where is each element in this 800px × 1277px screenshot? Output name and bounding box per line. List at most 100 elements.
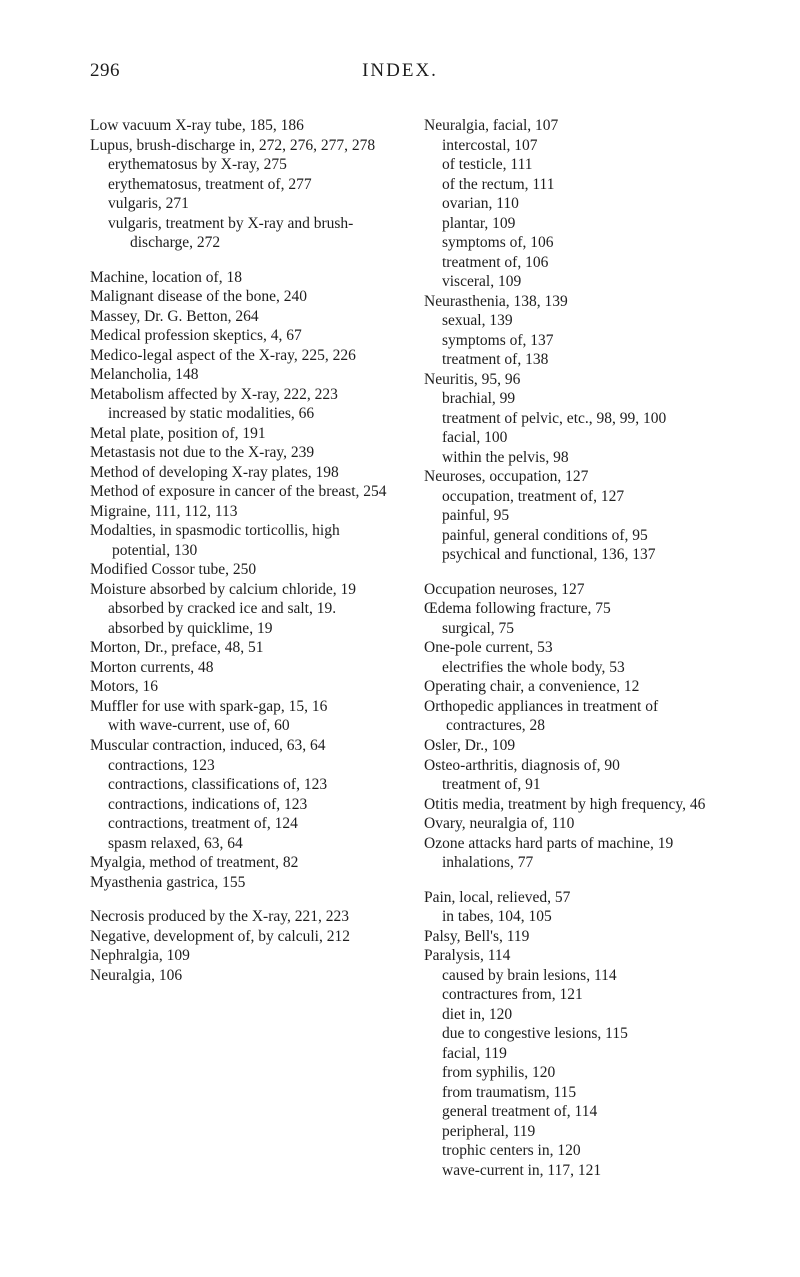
index-subentry: due to congestive lesions, 115 <box>424 1024 730 1044</box>
index-subentry: vulgaris, 271 <box>90 194 396 214</box>
index-subentry: with wave-current, use of, 60 <box>90 716 396 736</box>
index-subentry: contractions, 123 <box>90 756 396 776</box>
right-column: Neuralgia, facial, 107intercostal, 107of… <box>424 116 730 1180</box>
index-subentry: absorbed by cracked ice and salt, 19. <box>90 599 396 619</box>
index-subentry: treatment of, 106 <box>424 253 730 273</box>
index-entry: Necrosis produced by the X-ray, 221, 223 <box>90 907 396 927</box>
index-subentry: facial, 119 <box>424 1044 730 1064</box>
index-entry: Ozone attacks hard parts of machine, 19 <box>424 834 730 854</box>
index-entry: Osler, Dr., 109 <box>424 736 730 756</box>
running-head: INDEX. <box>362 60 438 82</box>
index-subentry: of the rectum, 111 <box>424 175 730 195</box>
index-entry: Lupus, brush-discharge in, 272, 276, 277… <box>90 136 396 156</box>
index-entry: Muffler for use with spark-gap, 15, 16 <box>90 697 396 717</box>
index-subentry: treatment of, 91 <box>424 775 730 795</box>
index-entry: Muscular contraction, induced, 63, 64 <box>90 736 396 756</box>
index-subentry: symptoms of, 137 <box>424 331 730 351</box>
index-subentry: wave-current in, 117, 121 <box>424 1161 730 1181</box>
index-subentry: plantar, 109 <box>424 214 730 234</box>
index-subentry: in tabes, 104, 105 <box>424 907 730 927</box>
index-entry: Neurasthenia, 138, 139 <box>424 292 730 312</box>
index-entry: Medico-legal aspect of the X-ray, 225, 2… <box>90 346 396 366</box>
index-entry: Myalgia, method of treatment, 82 <box>90 853 396 873</box>
index-entry: Morton currents, 48 <box>90 658 396 678</box>
index-subentry: inhalations, 77 <box>424 853 730 873</box>
index-entry: Myasthenia gastrica, 155 <box>90 873 396 893</box>
index-subentry: absorbed by quicklime, 19 <box>90 619 396 639</box>
index-subentry: from traumatism, 115 <box>424 1083 730 1103</box>
index-entry: Otitis media, treatment by high frequenc… <box>424 795 730 815</box>
index-entry: Neuralgia, 106 <box>90 966 396 986</box>
index-subentry: trophic centers in, 120 <box>424 1141 730 1161</box>
section-gap <box>90 253 396 268</box>
index-subentry: intercostal, 107 <box>424 136 730 156</box>
index-subentry: contractions, classifications of, 123 <box>90 775 396 795</box>
index-entry: Neuroses, occupation, 127 <box>424 467 730 487</box>
page-number: 296 <box>90 60 120 82</box>
index-subentry: erythematosus by X-ray, 275 <box>90 155 396 175</box>
index-subentry: contractions, indications of, 123 <box>90 795 396 815</box>
index-subentry: psychical and functional, 136, 137 <box>424 545 730 565</box>
section-gap <box>424 873 730 888</box>
index-subentry: from syphilis, 120 <box>424 1063 730 1083</box>
index-entry: Metabolism affected by X-ray, 222, 223 <box>90 385 396 405</box>
index-entry: Palsy, Bell's, 119 <box>424 927 730 947</box>
index-subentry: visceral, 109 <box>424 272 730 292</box>
index-entry: Low vacuum X-ray tube, 185, 186 <box>90 116 396 136</box>
index-entry: Neuritis, 95, 96 <box>424 370 730 390</box>
index-columns: Low vacuum X-ray tube, 185, 186Lupus, br… <box>90 116 730 1180</box>
index-page: 296 INDEX. Low vacuum X-ray tube, 185, 1… <box>0 0 800 1277</box>
index-entry: Neuralgia, facial, 107 <box>424 116 730 136</box>
index-subentry: contractures from, 121 <box>424 985 730 1005</box>
section-gap <box>90 892 396 907</box>
index-subentry: painful, 95 <box>424 506 730 526</box>
left-column: Low vacuum X-ray tube, 185, 186Lupus, br… <box>90 116 396 985</box>
index-entry: Melancholia, 148 <box>90 365 396 385</box>
index-subentry: within the pelvis, 98 <box>424 448 730 468</box>
index-subentry: ovarian, 110 <box>424 194 730 214</box>
index-subentry: occupation, treatment of, 127 <box>424 487 730 507</box>
index-subentry: treatment of, 138 <box>424 350 730 370</box>
index-entry: Osteo-arthritis, diagnosis of, 90 <box>424 756 730 776</box>
index-entry: Moisture absorbed by calcium chloride, 1… <box>90 580 396 600</box>
index-entry: Medical profession skeptics, 4, 67 <box>90 326 396 346</box>
index-entry: Method of exposure in cancer of the brea… <box>90 482 396 502</box>
page-header: 296 INDEX. <box>90 60 730 82</box>
index-entry: Machine, location of, 18 <box>90 268 396 288</box>
index-subentry: electrifies the whole body, 53 <box>424 658 730 678</box>
index-entry: One-pole current, 53 <box>424 638 730 658</box>
index-subentry: diet in, 120 <box>424 1005 730 1025</box>
index-entry: Nephralgia, 109 <box>90 946 396 966</box>
index-subentry: general treatment of, 114 <box>424 1102 730 1122</box>
index-entry: Morton, Dr., preface, 48, 51 <box>90 638 396 658</box>
index-entry: Motors, 16 <box>90 677 396 697</box>
index-subentry: surgical, 75 <box>424 619 730 639</box>
index-subentry: spasm relaxed, 63, 64 <box>90 834 396 854</box>
index-subentry: of testicle, 111 <box>424 155 730 175</box>
index-entry: Orthopedic appliances in treatment of co… <box>424 697 730 736</box>
index-subentry: facial, 100 <box>424 428 730 448</box>
index-entry: Ovary, neuralgia of, 110 <box>424 814 730 834</box>
index-entry: Occupation neuroses, 127 <box>424 580 730 600</box>
index-subentry: caused by brain lesions, 114 <box>424 966 730 986</box>
section-gap <box>424 565 730 580</box>
index-subentry: increased by static modalities, 66 <box>90 404 396 424</box>
index-entry: Negative, development of, by calculi, 21… <box>90 927 396 947</box>
index-subentry: treatment of pelvic, etc., 98, 99, 100 <box>424 409 730 429</box>
index-entry: Method of developing X-ray plates, 198 <box>90 463 396 483</box>
index-subentry: contractions, treatment of, 124 <box>90 814 396 834</box>
index-entry: Malignant disease of the bone, 240 <box>90 287 396 307</box>
index-subentry: erythematosus, treatment of, 277 <box>90 175 396 195</box>
index-subentry: brachial, 99 <box>424 389 730 409</box>
index-entry: Pain, local, relieved, 57 <box>424 888 730 908</box>
index-entry: Modalties, in spasmodic torticollis, hig… <box>90 521 396 560</box>
index-entry: Massey, Dr. G. Betton, 264 <box>90 307 396 327</box>
index-entry: Œdema following fracture, 75 <box>424 599 730 619</box>
index-subentry: peripheral, 119 <box>424 1122 730 1142</box>
index-subentry: symptoms of, 106 <box>424 233 730 253</box>
index-entry: Metastasis not due to the X-ray, 239 <box>90 443 396 463</box>
index-entry: Migraine, 111, 112, 113 <box>90 502 396 522</box>
index-entry: Operating chair, a convenience, 12 <box>424 677 730 697</box>
index-subentry: painful, general conditions of, 95 <box>424 526 730 546</box>
index-subentry: sexual, 139 <box>424 311 730 331</box>
